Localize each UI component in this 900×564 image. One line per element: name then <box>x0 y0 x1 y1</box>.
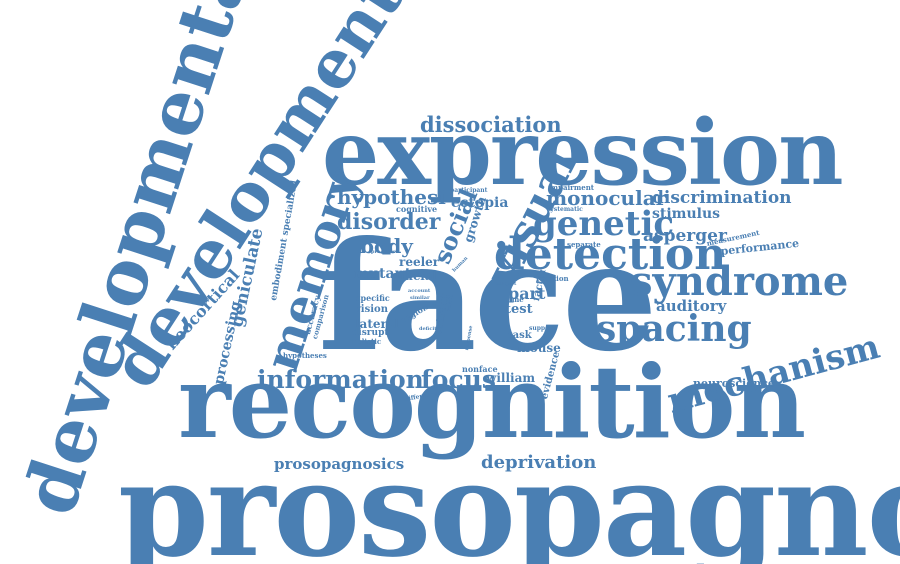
word-holistic: holistic <box>352 337 382 346</box>
word-hypothesi: hypothesi <box>337 185 446 209</box>
word-reaction: reaction <box>536 274 569 283</box>
word-detection: detection <box>494 229 727 280</box>
word-time: time <box>506 295 524 304</box>
word-expression: expression <box>322 100 844 206</box>
word-discrimination: discrimination <box>652 188 792 208</box>
word-recognition: recognition <box>178 343 806 461</box>
word-test: test <box>505 302 533 317</box>
word-subject: subject <box>496 281 517 287</box>
word-account: account <box>408 288 431 294</box>
word-mutant: mutant <box>354 266 412 282</box>
word-separate: separate <box>567 240 601 249</box>
word-systematic: systematic <box>547 206 583 213</box>
word-monocular: monocular <box>546 186 667 210</box>
word-specific: specific <box>356 293 390 303</box>
word-vision: vision <box>355 304 388 315</box>
word-facial: facial <box>400 269 438 283</box>
word-lateral: lateral <box>355 317 400 331</box>
word-asperger: asperger <box>643 226 727 246</box>
word-task: task <box>508 330 532 341</box>
word-dissociation: dissociation <box>420 112 562 137</box>
word-genetic: genetic <box>533 204 675 244</box>
word-part: part <box>508 284 546 303</box>
word-nonface: nonface <box>462 364 498 374</box>
word-deprivation: deprivation <box>481 452 597 473</box>
word-body: body <box>360 234 413 258</box>
word-prosopagnosics: prosopagnosics <box>274 455 405 473</box>
word-cognitive: cognitive <box>396 204 438 214</box>
word-similar: similar <box>410 295 430 301</box>
word-reeler: reeler <box>399 255 440 269</box>
word-syndrome: syndrome <box>630 258 849 305</box>
word-stimulus: stimulus <box>652 206 721 222</box>
word-participant: participant <box>450 187 488 194</box>
word-spacing: spacing <box>596 308 752 350</box>
word-disorder: disorder <box>337 209 441 235</box>
word-support: support <box>529 325 556 332</box>
word-hypotheses: hypotheses <box>283 351 327 360</box>
word-auditory: auditory <box>656 297 727 315</box>
word-neuroscience: neuroscience <box>693 377 775 390</box>
word-ectopia: ectopia <box>451 195 509 211</box>
word-disrupt: disrupt <box>352 328 389 338</box>
word-william: william <box>486 371 536 385</box>
word-progress: progress <box>371 249 396 255</box>
word-mouse: mouse <box>517 341 561 355</box>
word-focus: focus <box>421 365 496 394</box>
word-information: information <box>257 365 424 394</box>
word-deficit: deficit <box>419 326 437 332</box>
word-impairment: impairment <box>548 183 595 192</box>
word-face: face <box>318 209 657 385</box>
word-prosopagnosia: prosopagnosia <box>118 433 900 564</box>
